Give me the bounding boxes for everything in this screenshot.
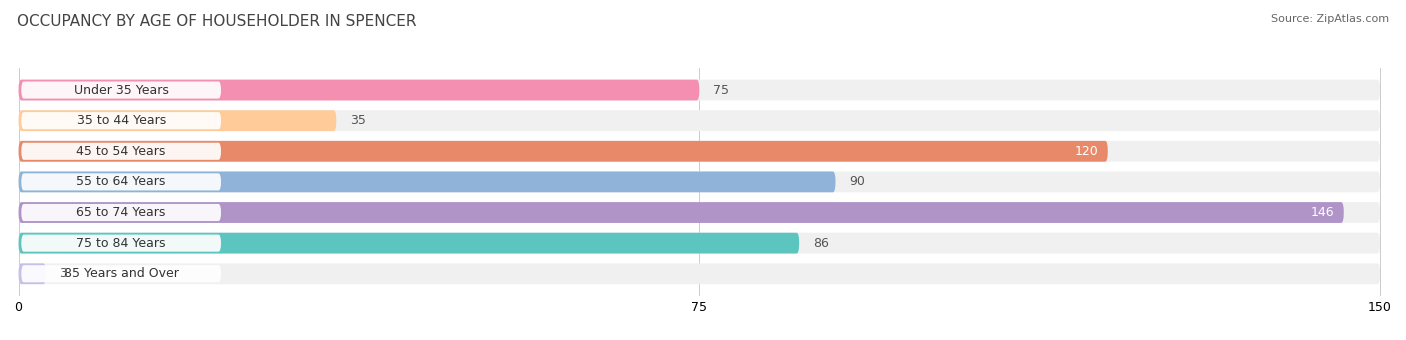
FancyBboxPatch shape <box>18 233 799 254</box>
FancyBboxPatch shape <box>18 80 699 100</box>
FancyBboxPatch shape <box>21 173 221 190</box>
FancyBboxPatch shape <box>21 82 221 99</box>
FancyBboxPatch shape <box>21 112 221 129</box>
FancyBboxPatch shape <box>21 204 221 221</box>
FancyBboxPatch shape <box>18 171 835 192</box>
Text: 35: 35 <box>350 114 366 127</box>
Text: 35 to 44 Years: 35 to 44 Years <box>76 114 166 127</box>
FancyBboxPatch shape <box>18 80 1381 100</box>
FancyBboxPatch shape <box>18 202 1344 223</box>
FancyBboxPatch shape <box>21 235 221 252</box>
Text: 120: 120 <box>1076 145 1098 158</box>
Text: 3: 3 <box>59 267 67 280</box>
Text: 86: 86 <box>813 237 828 250</box>
FancyBboxPatch shape <box>18 202 1381 223</box>
Text: 85 Years and Over: 85 Years and Over <box>63 267 179 280</box>
Text: OCCUPANCY BY AGE OF HOUSEHOLDER IN SPENCER: OCCUPANCY BY AGE OF HOUSEHOLDER IN SPENC… <box>17 14 416 29</box>
FancyBboxPatch shape <box>18 264 46 284</box>
FancyBboxPatch shape <box>18 233 1381 254</box>
Text: 55 to 64 Years: 55 to 64 Years <box>76 175 166 188</box>
Text: Under 35 Years: Under 35 Years <box>73 84 169 97</box>
Text: 65 to 74 Years: 65 to 74 Years <box>76 206 166 219</box>
Text: 75: 75 <box>713 84 728 97</box>
Text: 45 to 54 Years: 45 to 54 Years <box>76 145 166 158</box>
Text: 75 to 84 Years: 75 to 84 Years <box>76 237 166 250</box>
FancyBboxPatch shape <box>18 110 1381 131</box>
Text: 146: 146 <box>1310 206 1334 219</box>
FancyBboxPatch shape <box>21 265 221 282</box>
FancyBboxPatch shape <box>18 141 1381 162</box>
Text: Source: ZipAtlas.com: Source: ZipAtlas.com <box>1271 14 1389 23</box>
FancyBboxPatch shape <box>21 143 221 160</box>
FancyBboxPatch shape <box>18 141 1108 162</box>
FancyBboxPatch shape <box>18 264 1381 284</box>
FancyBboxPatch shape <box>18 110 336 131</box>
Text: 90: 90 <box>849 175 865 188</box>
FancyBboxPatch shape <box>18 171 1381 192</box>
